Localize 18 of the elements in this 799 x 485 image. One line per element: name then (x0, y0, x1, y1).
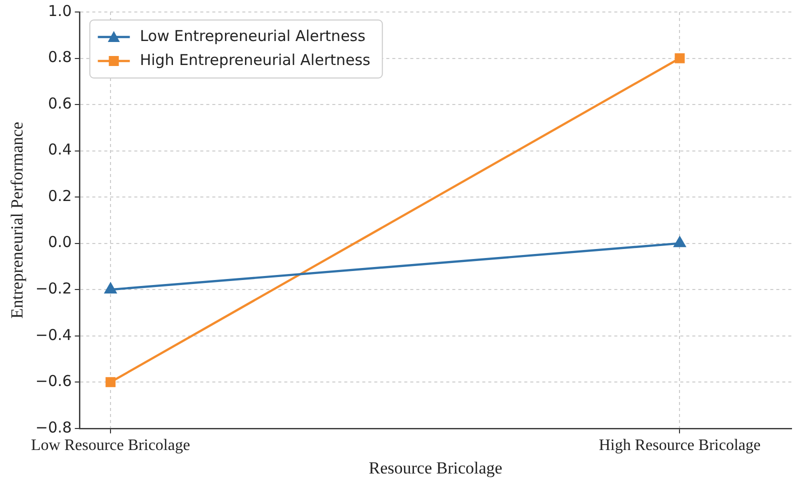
x-axis-title: Resource Bricolage (368, 458, 502, 478)
y-tick-label: 0.8 (48, 48, 72, 66)
y-tick-label: −0.6 (35, 372, 72, 390)
point (104, 283, 116, 294)
y-tick-label: 0.2 (48, 186, 72, 205)
y-tick-label: −0.2 (35, 279, 72, 298)
x-tick-label: High Resource Bricolage (598, 437, 761, 454)
y-tick-label: −0.4 (35, 326, 72, 344)
legend-label: High Entrepreneurial Alertness (140, 50, 371, 69)
y-tick-label: 0.6 (48, 94, 72, 112)
y-tick-label: 0.4 (48, 140, 72, 159)
point (674, 53, 685, 64)
y-tick-label: 0.0 (48, 233, 72, 252)
y-axis-title: Entrepreneurial Performance (8, 122, 27, 319)
y-tick-label: −0.8 (35, 418, 72, 436)
legend-label: Low Entrepreneurial Alertness (140, 26, 366, 45)
x-tick-label: Low Resource Bricolage (31, 437, 190, 454)
y-tick-label: 1.0 (48, 2, 72, 20)
